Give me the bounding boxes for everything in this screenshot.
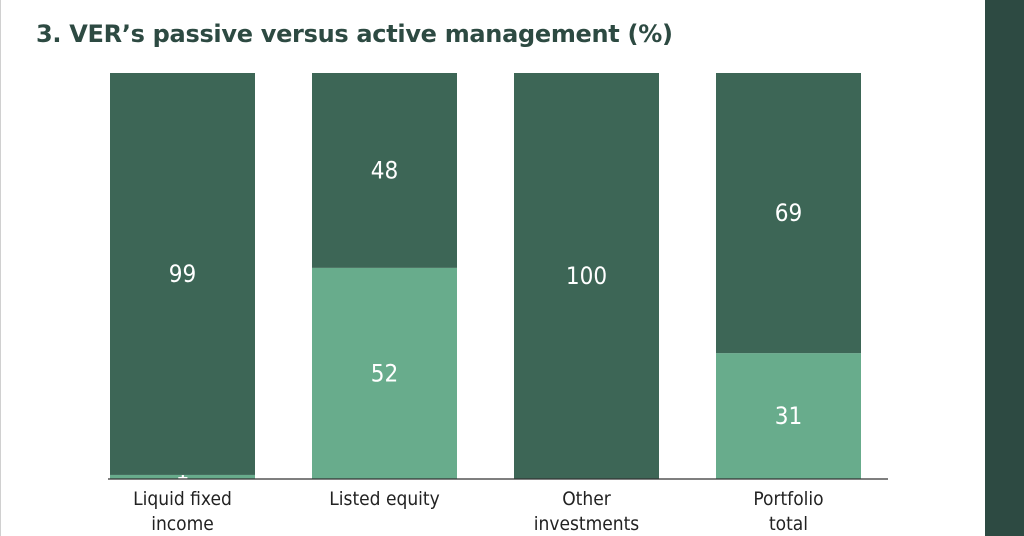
bar-segment-0-0 bbox=[110, 474, 255, 479]
bar-segment-3-1 bbox=[716, 73, 861, 354]
data-label-3-0: 31 bbox=[775, 402, 802, 430]
x-tick-label-3-1: total bbox=[769, 513, 808, 535]
data-label-3-1: 69 bbox=[775, 199, 802, 227]
data-label-1-1: 48 bbox=[371, 156, 398, 184]
bar-segment-2-1 bbox=[514, 73, 659, 479]
left-border-rule bbox=[0, 0, 1, 536]
x-tick-label-0-0: Liquid fixed bbox=[133, 488, 232, 510]
data-label-2-1: 100 bbox=[566, 262, 607, 290]
x-tick-label-2-0: Other bbox=[562, 488, 612, 510]
side-panel bbox=[985, 0, 1024, 536]
data-label-1-0: 52 bbox=[371, 359, 398, 387]
bar-segment-0-1 bbox=[110, 73, 255, 475]
chart-title: 3. VER’s passive versus active managemen… bbox=[36, 20, 673, 48]
bar-segment-1-1 bbox=[312, 73, 457, 268]
x-tick-label-2-1: investments bbox=[534, 513, 640, 535]
bar-segment-3-0 bbox=[716, 353, 861, 479]
data-label-0-1: 99 bbox=[169, 260, 196, 288]
bar-segment-1-0 bbox=[312, 267, 457, 479]
x-tick-label-3-0: Portfolio bbox=[753, 488, 823, 510]
x-tick-label-0-1: income bbox=[151, 513, 214, 535]
x-tick-label-1-0: Listed equity bbox=[329, 488, 439, 510]
